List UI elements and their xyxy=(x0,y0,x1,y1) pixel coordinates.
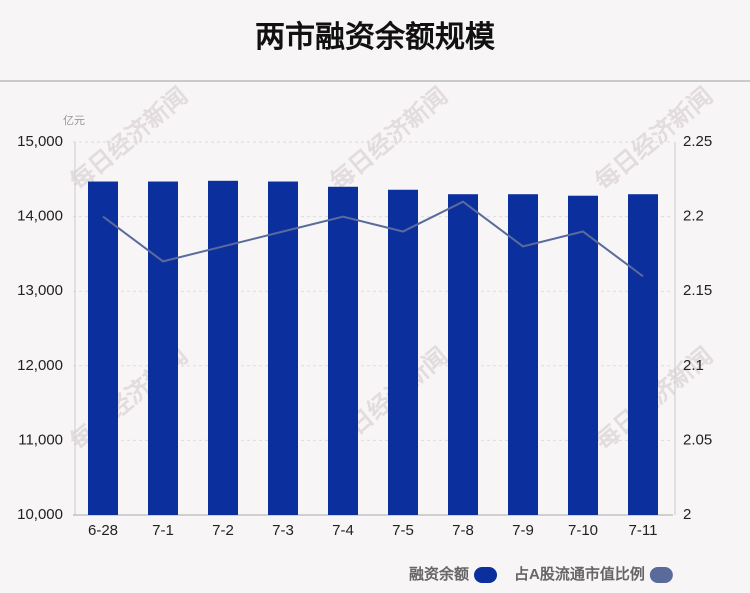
bar xyxy=(328,186,358,515)
x-tick-label: 7-3 xyxy=(272,522,294,539)
x-tick-label: 7-4 xyxy=(332,522,354,539)
y2-tick-label: 2.25 xyxy=(683,133,712,150)
y-axis-unit: 亿元 xyxy=(63,114,85,127)
bar xyxy=(388,189,418,515)
y2-tick-label: 2.2 xyxy=(683,208,704,225)
y-tick-label: 11,000 xyxy=(18,431,63,448)
x-tick-label: 7-1 xyxy=(152,522,174,539)
watermark: 每日经济新闻 xyxy=(325,82,453,196)
x-tick-label: 7-8 xyxy=(452,522,474,539)
y-tick-label: 10,000 xyxy=(17,506,63,523)
x-tick-label: 7-11 xyxy=(629,522,658,539)
y-tick-label: 15,000 xyxy=(17,133,63,150)
x-tick-label: 7-5 xyxy=(392,522,414,539)
watermark: 每日经济新闻 xyxy=(65,82,193,196)
chart-title: 两市融资余额规模 xyxy=(255,20,495,54)
legend-swatch xyxy=(474,567,498,583)
legend-label: 占A股流通市值比例 xyxy=(514,565,645,583)
x-tick-label: 7-2 xyxy=(212,522,234,539)
bar xyxy=(628,194,658,515)
bar xyxy=(448,194,478,515)
bar xyxy=(568,195,598,515)
y2-tick-label: 2.15 xyxy=(683,282,712,299)
y2-tick-label: 2 xyxy=(683,506,691,523)
y2-tick-label: 2.1 xyxy=(683,357,704,374)
y-tick-label: 13,000 xyxy=(17,282,63,299)
bar xyxy=(508,194,538,515)
y2-tick-label: 2.05 xyxy=(683,431,712,448)
bar xyxy=(148,181,178,515)
x-tick-label: 7-10 xyxy=(568,522,598,539)
legend-label: 融资余额 xyxy=(409,565,469,583)
bar xyxy=(88,181,118,515)
bar xyxy=(208,180,238,516)
y-tick-label: 12,000 xyxy=(17,357,63,374)
bar xyxy=(268,181,298,515)
x-tick-label: 6-28 xyxy=(88,522,118,539)
y-tick-label: 14,000 xyxy=(17,208,63,225)
line xyxy=(102,200,644,278)
x-tick-label: 7-9 xyxy=(512,522,534,539)
legend-swatch xyxy=(649,567,673,583)
